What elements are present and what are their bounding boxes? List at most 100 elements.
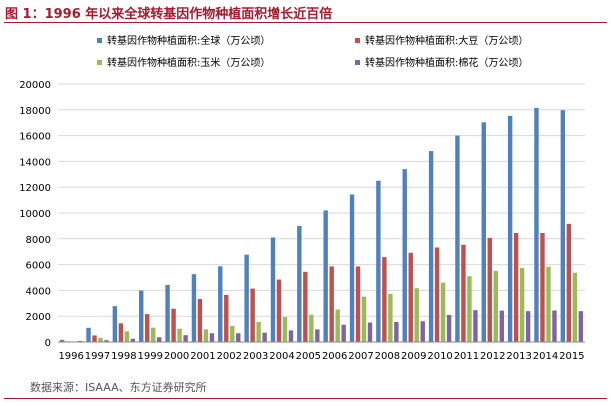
bar <box>355 266 361 342</box>
bar <box>77 340 83 342</box>
bar <box>59 339 65 342</box>
y-tick-label: 14000 <box>19 157 51 168</box>
gridlines <box>58 83 585 317</box>
bar <box>481 122 486 342</box>
bar <box>118 323 124 342</box>
bar <box>256 322 261 342</box>
bar <box>191 274 197 342</box>
title-divider <box>4 22 607 23</box>
legend-swatch <box>97 60 102 65</box>
bar <box>493 270 498 342</box>
bar <box>171 308 176 342</box>
y-tick-label: 16000 <box>19 132 51 143</box>
bar <box>262 332 267 342</box>
bar <box>288 330 294 342</box>
y-tick-label: 6000 <box>26 261 51 272</box>
bar <box>276 279 282 342</box>
y-tick-label: 18000 <box>19 106 51 117</box>
bar <box>335 309 340 342</box>
bar <box>349 194 355 342</box>
bar <box>446 314 452 342</box>
x-tick-label: 1998 <box>111 351 136 362</box>
bar <box>440 282 446 342</box>
x-tick-label: 1997 <box>85 351 110 362</box>
bar <box>473 310 478 342</box>
x-tick-label: 2011 <box>454 351 479 362</box>
bar <box>92 335 97 342</box>
bar <box>487 237 492 342</box>
legend-swatch <box>97 38 102 43</box>
bar <box>560 110 566 342</box>
legend-label: 转基因作物种植面积:玉米（万公顷） <box>107 56 270 69</box>
bar <box>323 210 328 342</box>
bar <box>124 331 130 342</box>
y-tick-label: 20000 <box>19 80 51 91</box>
bar <box>282 317 288 342</box>
bar <box>434 247 440 342</box>
bar <box>513 233 519 342</box>
bottom-divider <box>4 398 607 399</box>
x-tick-label: 1996 <box>58 351 83 362</box>
bar <box>151 327 156 342</box>
x-tick-label: 2000 <box>164 351 189 362</box>
legend-label: 转基因作物种植面积:大豆（万公顷） <box>365 34 528 47</box>
x-tick-label: 2002 <box>217 351 242 362</box>
bar <box>546 266 551 342</box>
bar <box>209 333 215 342</box>
x-tick-label: 2003 <box>243 351 268 362</box>
bar <box>270 237 276 342</box>
y-tick-label: 2000 <box>26 312 51 323</box>
bar <box>341 324 346 342</box>
bar <box>130 338 136 342</box>
bar <box>367 322 373 342</box>
x-tick-label: 2005 <box>296 351 321 362</box>
bar <box>230 326 235 342</box>
bar <box>177 328 182 342</box>
bar <box>420 321 425 342</box>
bar <box>157 337 162 342</box>
bar <box>244 254 249 342</box>
bar <box>578 311 584 342</box>
bar <box>540 233 545 342</box>
bar <box>428 151 434 342</box>
bar <box>361 296 367 342</box>
bar <box>376 180 381 342</box>
legend-swatch <box>355 60 360 65</box>
bar <box>408 252 413 342</box>
x-tick-label: 2007 <box>348 351 373 362</box>
bar <box>467 276 472 342</box>
bar <box>499 310 504 342</box>
y-tick-label: 0 <box>45 338 51 349</box>
y-axis-ticks: 0 2000 4000 6000 8000 10000 12000 14000 16000 180… <box>19 80 51 349</box>
y-tick-label: 10000 <box>19 209 51 220</box>
bar <box>236 333 241 342</box>
x-tick-label: 2006 <box>322 351 347 362</box>
legend-label: 转基因作物种植面积:棉花（万公顷） <box>365 56 528 69</box>
bar <box>309 314 314 342</box>
bar <box>315 329 320 342</box>
x-axis: 1996 1997 1998 1999 2000 2001 2002 2003 2004 2005… <box>58 341 585 362</box>
bar <box>382 257 387 342</box>
x-tick-label: 2004 <box>269 351 294 362</box>
bar <box>165 284 170 342</box>
bar <box>566 223 572 342</box>
bar <box>388 293 393 342</box>
bar <box>507 115 513 342</box>
bar <box>86 327 91 342</box>
source-note: 数据来源：ISAAA、东方证券研究所 <box>30 381 207 394</box>
bar <box>455 135 460 342</box>
bar <box>98 337 103 342</box>
legend-swatch <box>355 38 360 43</box>
y-tick-label: 12000 <box>19 183 51 194</box>
bar <box>224 294 229 342</box>
bar <box>525 311 531 342</box>
y-tick-label: 8000 <box>26 235 51 246</box>
x-tick-label: 2008 <box>375 351 400 362</box>
bar <box>297 225 302 342</box>
x-tick-label: 2009 <box>401 351 426 362</box>
bar <box>139 290 144 342</box>
x-tick-label: 2013 <box>506 351 531 362</box>
x-tick-label: 2014 <box>533 351 558 362</box>
bar <box>250 288 255 342</box>
bar <box>534 107 539 343</box>
